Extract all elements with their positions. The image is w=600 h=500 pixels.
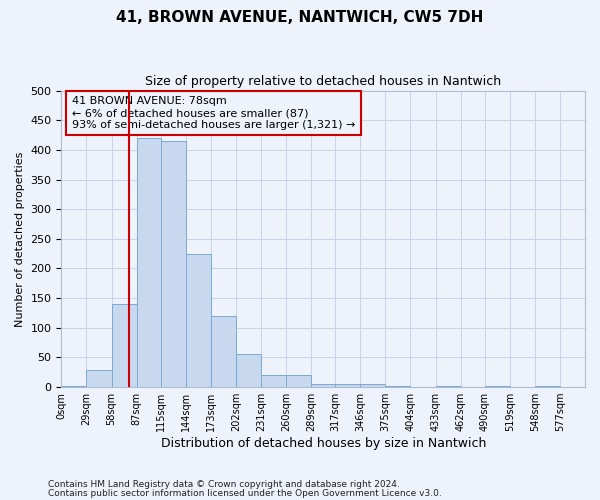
Text: 41 BROWN AVENUE: 78sqm
← 6% of detached houses are smaller (87)
93% of semi-deta: 41 BROWN AVENUE: 78sqm ← 6% of detached …	[72, 96, 355, 130]
Bar	[112, 304, 137, 387]
Title: Size of property relative to detached houses in Nantwich: Size of property relative to detached ho…	[145, 75, 501, 88]
Bar	[361, 384, 385, 387]
Bar	[211, 316, 236, 387]
Bar	[161, 141, 186, 387]
X-axis label: Distribution of detached houses by size in Nantwich: Distribution of detached houses by size …	[161, 437, 486, 450]
Bar	[261, 375, 286, 387]
Bar	[86, 370, 112, 387]
Bar	[535, 386, 560, 387]
Bar	[186, 254, 211, 387]
Y-axis label: Number of detached properties: Number of detached properties	[15, 151, 25, 326]
Bar	[385, 386, 410, 387]
Bar	[436, 386, 461, 387]
Bar	[485, 386, 510, 387]
Text: Contains HM Land Registry data © Crown copyright and database right 2024.: Contains HM Land Registry data © Crown c…	[48, 480, 400, 489]
Text: Contains public sector information licensed under the Open Government Licence v3: Contains public sector information licen…	[48, 488, 442, 498]
Text: 41, BROWN AVENUE, NANTWICH, CW5 7DH: 41, BROWN AVENUE, NANTWICH, CW5 7DH	[116, 10, 484, 25]
Bar	[137, 138, 161, 387]
Bar	[236, 354, 261, 387]
Bar	[286, 375, 311, 387]
Bar	[61, 386, 86, 387]
Bar	[335, 384, 361, 387]
Bar	[311, 384, 335, 387]
